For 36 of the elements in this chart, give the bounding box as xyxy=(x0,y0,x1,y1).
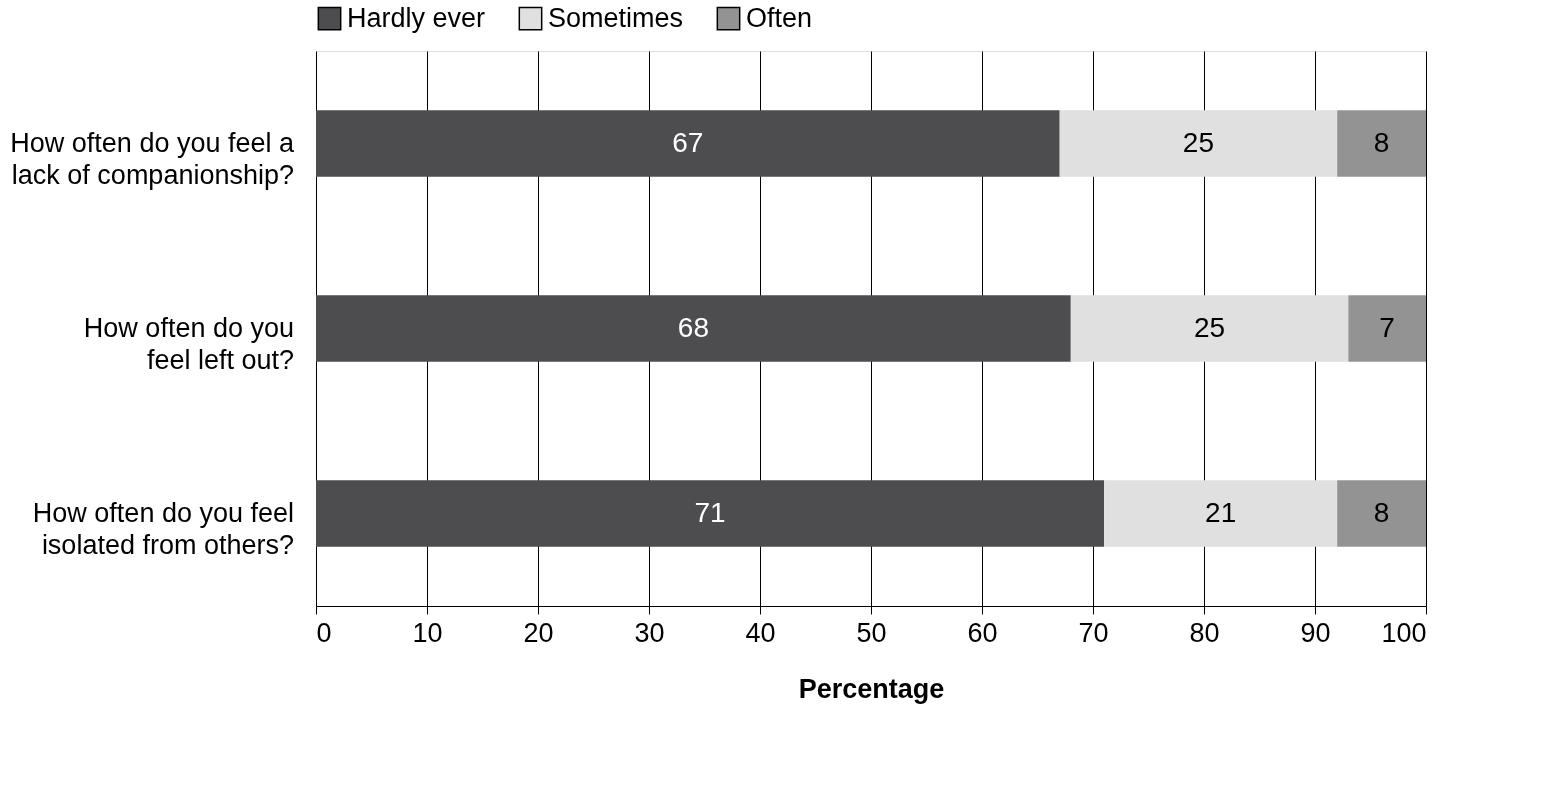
data-label: 8 xyxy=(1373,126,1390,158)
data-label: 7 xyxy=(1379,311,1395,343)
bar xyxy=(316,480,1105,547)
bar xyxy=(1070,295,1349,362)
x-tick-label: 20 xyxy=(523,617,554,648)
legend-label: Often xyxy=(746,2,813,33)
y-tick-label: How often do you feel isolated from others? xyxy=(32,497,294,560)
y-tick-label: How often do you feel left out? xyxy=(83,312,294,375)
x-tick-label: 30 xyxy=(634,617,665,648)
x-tick-label: 70 xyxy=(1078,617,1109,648)
bar xyxy=(1104,480,1338,547)
x-tick-label: 100 xyxy=(1381,617,1427,648)
bar xyxy=(316,110,1060,177)
x-tick-label: 60 xyxy=(967,617,998,648)
x-tick-label: 0 xyxy=(316,617,332,648)
x-tick-label: 10 xyxy=(412,617,443,648)
x-axis-title: Percentage xyxy=(798,673,945,704)
bar xyxy=(1059,110,1338,177)
x-tick-label: 80 xyxy=(1189,617,1220,648)
data-label: 71 xyxy=(694,496,726,528)
y-tick-label: How often do you feel a lack of companionship? xyxy=(10,127,295,190)
legend-label: Sometimes xyxy=(548,2,684,33)
data-label: 68 xyxy=(677,311,709,343)
data-label: 25 xyxy=(1193,311,1226,343)
x-tick-label: 50 xyxy=(856,617,887,648)
data-label: 25 xyxy=(1182,126,1215,158)
legend-label: Hardly ever xyxy=(347,2,486,33)
bar xyxy=(316,295,1071,362)
bar xyxy=(1337,110,1426,177)
bar xyxy=(1348,295,1426,362)
data-label: 67 xyxy=(672,126,704,158)
x-tick-label: 90 xyxy=(1300,617,1331,648)
bar xyxy=(1337,480,1426,547)
x-tick-label: 40 xyxy=(745,617,776,648)
data-label: 21 xyxy=(1205,496,1237,528)
data-label: 8 xyxy=(1373,496,1390,528)
